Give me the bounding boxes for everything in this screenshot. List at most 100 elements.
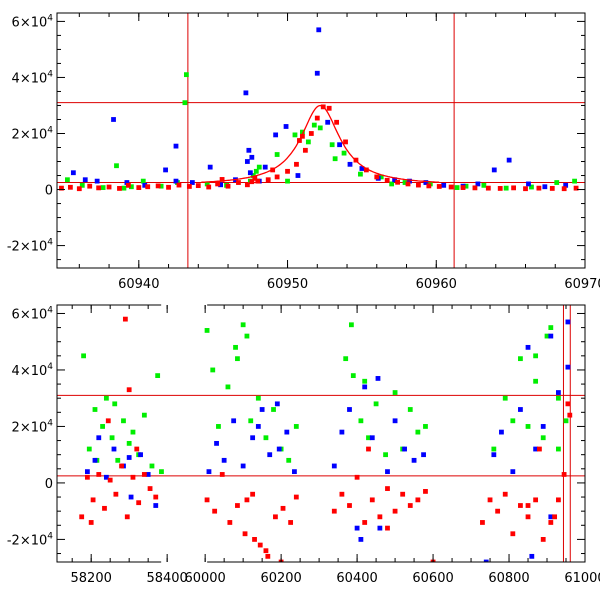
point-red	[273, 514, 278, 520]
point-red	[130, 474, 136, 480]
x-tick-label: 60400	[336, 571, 377, 586]
point-blue	[111, 117, 116, 122]
point-red	[255, 178, 261, 184]
point-green	[454, 185, 460, 190]
point-blue	[173, 178, 179, 184]
point-green	[103, 395, 109, 401]
point-red	[294, 161, 299, 167]
point-blue	[542, 184, 548, 190]
point-red	[280, 505, 286, 511]
point-red	[274, 174, 280, 180]
point-red	[250, 491, 256, 497]
point-blue	[273, 132, 279, 138]
point-red	[219, 177, 225, 182]
point-red	[525, 514, 531, 520]
point-red	[105, 418, 111, 424]
point-green	[317, 125, 323, 131]
x-tick-label: 60200	[260, 571, 301, 586]
point-blue	[525, 344, 531, 350]
point-red	[415, 497, 421, 503]
point-red	[448, 184, 454, 190]
point-blue	[255, 424, 261, 429]
point-red	[487, 497, 493, 503]
point-green	[100, 185, 106, 190]
point-green	[548, 325, 554, 330]
point-green	[210, 367, 216, 373]
point-red	[67, 184, 73, 190]
point-red	[363, 167, 369, 173]
point-blue	[283, 124, 289, 129]
point-blue	[82, 177, 88, 183]
point-blue	[347, 161, 353, 167]
top-panel-zoomed-lightcurve: -2×104 0 2×104 4×104 6×104 60940 60950 60960 609…	[7, 12, 600, 292]
point-green	[556, 395, 561, 401]
point-blue	[189, 180, 195, 185]
point-red	[124, 514, 130, 520]
series-red	[59, 104, 579, 192]
point-blue	[231, 418, 237, 424]
point-green	[311, 122, 317, 128]
point-blue	[124, 180, 130, 185]
point-red	[343, 139, 348, 145]
point-blue	[337, 142, 342, 148]
point-green	[149, 463, 155, 469]
point-blue	[565, 319, 571, 325]
point-blue	[556, 390, 561, 395]
point-blue	[173, 143, 179, 149]
point-red	[215, 181, 221, 187]
point-blue	[407, 178, 412, 184]
axis-frame-right	[207, 304, 586, 563]
point-blue	[276, 446, 282, 452]
point-green	[274, 152, 280, 157]
point-red	[236, 180, 241, 185]
point-green	[204, 181, 210, 187]
point-green	[533, 353, 539, 359]
point-green	[305, 139, 311, 145]
point-blue	[126, 455, 132, 460]
point-red	[204, 497, 210, 503]
point-green	[115, 457, 121, 463]
point-green	[126, 440, 132, 446]
point-red	[533, 497, 539, 503]
point-blue	[392, 177, 398, 183]
point-green	[81, 353, 86, 359]
point-blue	[362, 384, 368, 390]
point-red	[147, 486, 153, 491]
y-tick-label: 2×104	[12, 418, 54, 435]
point-red	[136, 185, 142, 190]
point-red	[90, 497, 96, 503]
point-red	[293, 494, 299, 500]
point-blue	[262, 164, 268, 170]
point-red	[244, 497, 250, 503]
point-green	[286, 457, 292, 463]
point-green	[293, 424, 299, 429]
point-green	[240, 322, 246, 328]
point-blue	[331, 463, 337, 469]
point-blue	[274, 401, 280, 407]
point-red	[426, 183, 432, 189]
point-green	[65, 177, 70, 183]
series-blue	[70, 27, 569, 190]
point-red	[285, 168, 290, 174]
point-green	[271, 407, 276, 412]
point-blue	[529, 553, 535, 559]
y-tick-label: -2×104	[7, 531, 53, 548]
point-blue	[499, 429, 504, 435]
point-red	[334, 119, 340, 125]
plot-area	[57, 13, 585, 268]
point-blue	[411, 457, 417, 463]
point-green	[225, 384, 231, 390]
point-red	[495, 508, 501, 514]
point-red	[107, 477, 113, 483]
point-red	[523, 186, 528, 192]
point-red	[392, 508, 398, 514]
point-blue	[548, 514, 554, 520]
point-red	[134, 446, 140, 452]
point-blue	[259, 407, 265, 412]
point-red	[537, 446, 542, 452]
point-green	[392, 390, 398, 395]
point-blue	[292, 469, 297, 475]
point-red	[106, 184, 112, 190]
